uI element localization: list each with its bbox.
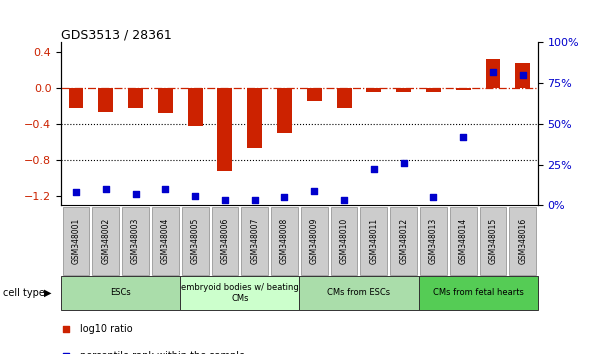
Text: GSM348002: GSM348002 [101, 218, 110, 264]
Bar [247, 88, 262, 148]
FancyBboxPatch shape [152, 207, 179, 275]
Point [71, 189, 81, 195]
FancyBboxPatch shape [271, 207, 298, 275]
Text: GSM348006: GSM348006 [221, 217, 229, 264]
Text: GSM348009: GSM348009 [310, 217, 319, 264]
Point [428, 194, 438, 200]
FancyBboxPatch shape [241, 207, 268, 275]
Point [369, 167, 379, 172]
Text: GSM348013: GSM348013 [429, 218, 438, 264]
Text: GSM348001: GSM348001 [71, 218, 81, 264]
FancyBboxPatch shape [211, 207, 238, 275]
Bar [367, 88, 381, 92]
Point [458, 134, 468, 140]
Bar [426, 88, 441, 92]
FancyBboxPatch shape [181, 207, 208, 275]
Bar [61, 276, 180, 310]
Text: percentile rank within the sample: percentile rank within the sample [80, 352, 245, 354]
FancyBboxPatch shape [62, 207, 89, 275]
Text: CMs from ESCs: CMs from ESCs [327, 289, 390, 297]
Point [488, 69, 498, 75]
Text: CMs from fetal hearts: CMs from fetal hearts [433, 289, 524, 297]
Bar [188, 88, 203, 126]
Point [250, 198, 260, 203]
Point [161, 186, 170, 192]
FancyBboxPatch shape [510, 207, 536, 275]
Point [339, 198, 349, 203]
FancyBboxPatch shape [360, 207, 387, 275]
Bar [158, 88, 173, 113]
Text: ESCs: ESCs [111, 289, 131, 297]
Bar [68, 88, 84, 108]
Text: GSM348004: GSM348004 [161, 217, 170, 264]
Point [131, 191, 141, 197]
FancyBboxPatch shape [390, 207, 417, 275]
Point [220, 198, 230, 203]
Point [101, 186, 111, 192]
Text: log10 ratio: log10 ratio [80, 324, 133, 334]
Bar [218, 88, 232, 171]
FancyBboxPatch shape [92, 207, 119, 275]
Point [399, 160, 409, 166]
Bar [180, 276, 299, 310]
Text: GSM348007: GSM348007 [251, 217, 259, 264]
Point [338, 1, 348, 6]
Text: GSM348008: GSM348008 [280, 218, 289, 264]
Text: embryoid bodies w/ beating
CMs: embryoid bodies w/ beating CMs [181, 283, 299, 303]
Text: GSM348010: GSM348010 [340, 218, 348, 264]
Bar [98, 88, 113, 112]
Point [309, 188, 319, 194]
Text: GSM348014: GSM348014 [459, 218, 467, 264]
Bar [456, 88, 470, 90]
Text: GSM348015: GSM348015 [489, 218, 497, 264]
Bar [486, 59, 500, 88]
FancyBboxPatch shape [331, 207, 357, 275]
Point [338, 249, 348, 254]
Bar [515, 63, 530, 88]
Text: ▶: ▶ [44, 288, 51, 298]
Point [518, 72, 528, 78]
FancyBboxPatch shape [301, 207, 327, 275]
FancyBboxPatch shape [420, 207, 447, 275]
Point [190, 193, 200, 198]
Bar [128, 88, 143, 108]
Point [280, 194, 290, 200]
Text: cell type: cell type [3, 288, 45, 298]
Text: GSM348012: GSM348012 [399, 218, 408, 264]
Bar [419, 276, 538, 310]
Text: GSM348003: GSM348003 [131, 217, 140, 264]
FancyBboxPatch shape [122, 207, 149, 275]
Bar [396, 88, 411, 92]
FancyBboxPatch shape [450, 207, 477, 275]
Bar [307, 88, 322, 101]
Text: GSM348016: GSM348016 [518, 218, 527, 264]
Text: GSM348005: GSM348005 [191, 217, 200, 264]
Bar [337, 88, 351, 108]
Text: GSM348011: GSM348011 [370, 218, 378, 264]
FancyBboxPatch shape [480, 207, 507, 275]
Text: GDS3513 / 28361: GDS3513 / 28361 [61, 28, 172, 41]
Bar [277, 88, 292, 133]
Bar [299, 276, 419, 310]
